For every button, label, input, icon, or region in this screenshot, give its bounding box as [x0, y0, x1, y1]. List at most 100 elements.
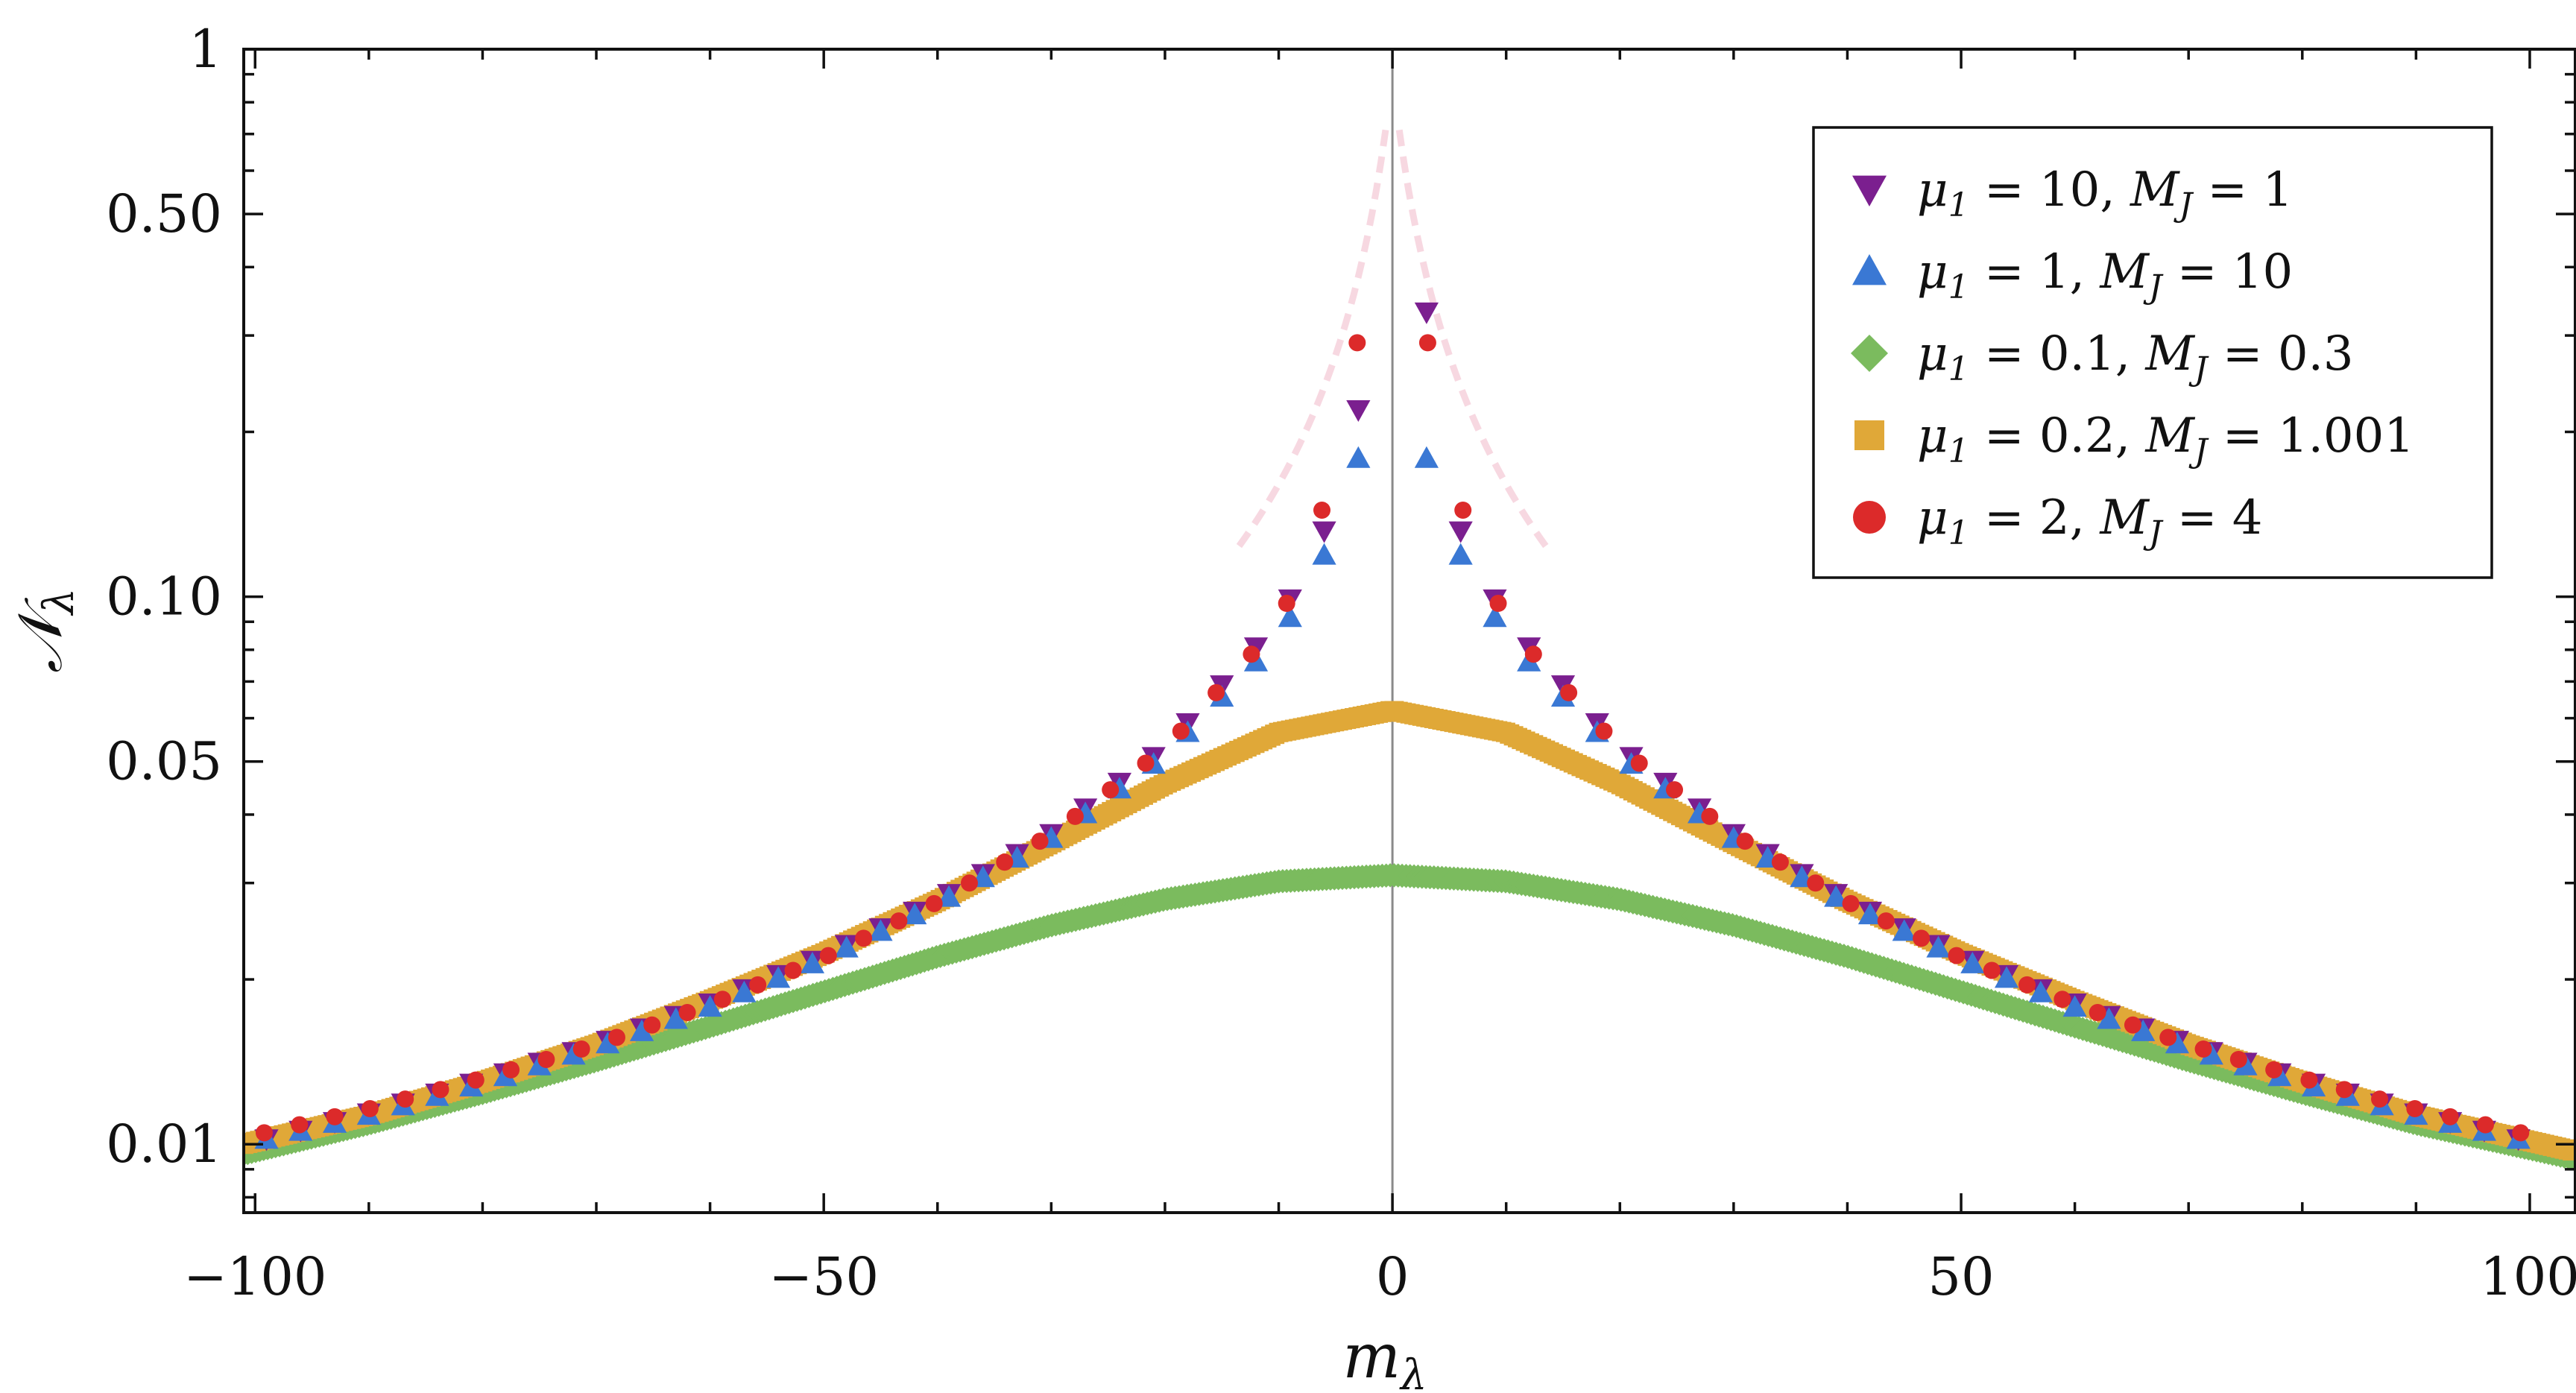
y-tick-label: 0.01 — [106, 1114, 222, 1175]
data-point-circle — [502, 1061, 520, 1078]
data-point-circle — [361, 1099, 379, 1117]
data-point-square — [2563, 1141, 2575, 1161]
legend-mu-value: 2 — [2039, 490, 2070, 546]
y-tick-label: 1 — [189, 19, 222, 80]
legend-mu-symbol: μ — [1917, 162, 1948, 218]
data-point-triangle-up — [868, 919, 893, 941]
data-point-circle — [1172, 722, 1190, 740]
legend-equals: = — [1969, 490, 2039, 546]
data-point-triangle-up — [1346, 446, 1371, 468]
legend-mj-symbol: M — [2144, 326, 2195, 382]
data-point-circle — [784, 961, 802, 979]
data-point-triangle-up — [698, 995, 722, 1017]
data-point-circle — [2476, 1116, 2494, 1134]
y-axis-ticks: 0.01 0.05 0.10 0.50 1 — [106, 19, 2575, 1199]
data-point-triangle-up — [1414, 446, 1439, 468]
legend-label: μ1 = 0.2, MJ = 1.001 — [1917, 408, 2414, 470]
data-point-circle — [1454, 502, 1472, 519]
data-point-circle — [291, 1116, 309, 1134]
data-point-circle — [1701, 807, 1719, 825]
data-point-circle — [326, 1108, 344, 1125]
data-point-circle — [1630, 754, 1648, 772]
x-axis-ticks: −100 −50 0 50 100 — [183, 49, 2576, 1307]
legend-entry: μ1 = 0.2, MJ = 1.001 — [1854, 408, 2414, 470]
series-circle — [255, 334, 2530, 1142]
legend-mj-symbol: M — [2099, 244, 2150, 300]
legend-mj-value: 0.3 — [2278, 326, 2354, 382]
data-point-triangle-down — [1414, 302, 1439, 324]
x-axis-label: mλ — [1342, 1321, 1427, 1389]
legend-comma: , — [2070, 490, 2100, 546]
y-tick-label: 0.50 — [106, 183, 222, 244]
data-point-circle — [960, 874, 978, 892]
data-point-circle — [397, 1090, 414, 1108]
data-point-triangle-up — [1312, 543, 1336, 565]
data-point-circle — [1842, 894, 1860, 912]
data-point-circle — [2053, 991, 2071, 1008]
y-axis-label-subscript: λ — [35, 588, 83, 616]
legend-comma: , — [2115, 408, 2146, 464]
peak-dashed-guides — [1232, 129, 1553, 553]
data-point-circle — [2089, 1003, 2106, 1021]
legend-mu-symbol: μ — [1917, 326, 1948, 382]
legend-mu-value: 1 — [2039, 244, 2070, 300]
x-tick-label: 0 — [1376, 1246, 1409, 1307]
legend-mj-value: 10 — [2232, 244, 2293, 300]
data-point-circle — [1278, 595, 1295, 613]
data-point-circle — [2335, 1081, 2353, 1099]
legend-mu-value: 0.1 — [2039, 326, 2115, 382]
legend-label: μ1 = 10, MJ = 1 — [1917, 162, 2293, 224]
data-point-circle — [2194, 1040, 2212, 1058]
x-axis-label-subscript: λ — [1399, 1351, 1427, 1389]
legend-mu-subscript: 1 — [1948, 432, 1969, 470]
peak-guide-line — [1395, 129, 1553, 553]
legend-equals: = — [2162, 244, 2232, 300]
data-point-circle — [1489, 595, 1507, 613]
data-point-triangle-up — [936, 885, 962, 907]
y-axis-label: 𝒩λ — [5, 588, 83, 673]
data-point-triangle-up — [2165, 1032, 2190, 1054]
legend-entry: μ1 = 0.1, MJ = 0.3 — [1851, 326, 2354, 388]
legend-comma: , — [2070, 244, 2100, 300]
legend-label: μ1 = 2, MJ = 4 — [1917, 490, 2263, 552]
x-tick-label: 100 — [2480, 1246, 2576, 1307]
legend-label: μ1 = 1, MJ = 10 — [1917, 244, 2293, 306]
series-layer — [244, 302, 2575, 1171]
data-point-circle — [1877, 912, 1895, 930]
data-point-circle — [1948, 947, 1966, 964]
legend-mu-subscript: 1 — [1948, 514, 1969, 552]
data-point-circle — [2265, 1061, 2283, 1078]
data-point-triangle-up — [1448, 543, 1473, 565]
data-point-triangle-up — [1960, 951, 1985, 973]
legend-equals: = — [2192, 162, 2262, 218]
data-point-circle — [1771, 853, 1789, 871]
data-point-triangle-up — [2199, 1043, 2223, 1065]
data-point-triangle-up — [1483, 605, 1507, 628]
data-point-circle — [678, 1003, 696, 1021]
data-point-circle — [1418, 334, 1436, 352]
data-point-triangle-down — [1448, 521, 1473, 543]
data-point-triangle-up — [903, 903, 927, 925]
data-point-circle — [537, 1050, 555, 1068]
legend-equals: = — [2208, 408, 2278, 464]
data-point-circle — [749, 976, 767, 994]
legend-mu-value: 0.2 — [2039, 408, 2115, 464]
legend-mu-symbol: μ — [1917, 408, 1948, 464]
legend-equals: = — [1969, 162, 2039, 218]
data-point-circle — [2124, 1016, 2141, 1034]
legend-entry: μ1 = 1, MJ = 10 — [1852, 244, 2293, 306]
peak-guide-line — [1232, 129, 1389, 553]
data-point-circle — [855, 929, 873, 947]
legend-entry: μ1 = 2, MJ = 4 — [1853, 490, 2263, 552]
data-point-triangle-up — [2131, 1019, 2156, 1041]
legend-entry: μ1 = 10, MJ = 1 — [1852, 162, 2293, 224]
x-axis-label-base: m — [1342, 1321, 1401, 1389]
data-point-circle — [1913, 929, 1931, 947]
legend-equals: = — [2162, 490, 2232, 546]
legend-comma: , — [2100, 162, 2130, 218]
legend-mu-symbol: μ — [1917, 244, 1948, 300]
data-point-circle — [1066, 807, 1084, 825]
legend-mu-subscript: 1 — [1948, 350, 1969, 388]
data-point-circle — [607, 1029, 625, 1046]
